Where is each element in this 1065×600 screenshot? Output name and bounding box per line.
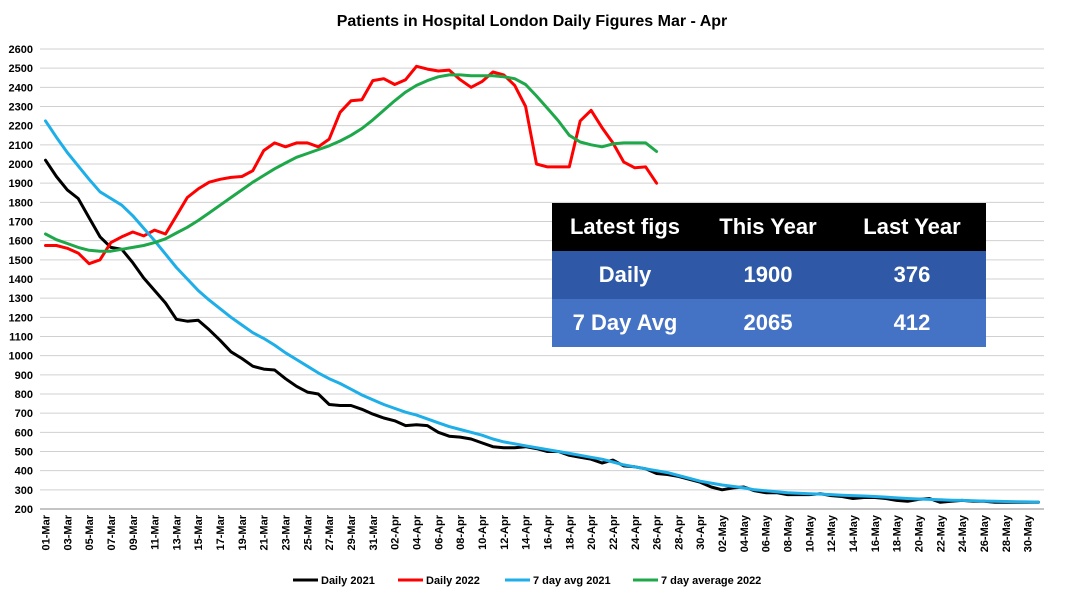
series-line-7-day-avg-2021: [44, 119, 1040, 504]
x-tick-label: 07-Mar: [106, 514, 118, 550]
chart-title: Patients in Hospital London Daily Figure…: [337, 13, 728, 30]
y-tick-label: 1900: [9, 178, 33, 190]
y-tick-label: 800: [15, 389, 33, 401]
x-tick-label: 09-Mar: [128, 514, 140, 550]
x-tick-label: 11-Mar: [150, 514, 162, 550]
row-label: 7 Day Avg: [552, 299, 698, 347]
header-this-year: This Year: [698, 203, 838, 251]
x-tick-label: 31-Mar: [368, 514, 380, 550]
x-tick-label: 28-May: [1001, 514, 1013, 552]
y-tick-label: 500: [15, 447, 33, 459]
y-tick-label: 1700: [9, 217, 33, 229]
x-tick-label: 26-Apr: [652, 514, 664, 550]
y-tick-label: 2100: [9, 140, 33, 152]
legend-label: 7 day avg 2021: [533, 575, 611, 587]
x-tick-label: 14-Apr: [521, 514, 533, 550]
y-tick-label: 2300: [9, 102, 33, 114]
x-tick-label: 20-Apr: [586, 514, 598, 550]
x-tick-label: 19-Mar: [237, 514, 249, 550]
x-tick-label: 04-Apr: [412, 514, 424, 550]
y-tick-label: 1800: [9, 197, 33, 209]
x-tick-label: 17-Mar: [215, 514, 227, 550]
x-tick-label: 08-Apr: [455, 514, 467, 550]
y-tick-label: 1300: [9, 293, 33, 305]
y-tick-label: 600: [15, 427, 33, 439]
y-tick-label: 900: [15, 370, 33, 382]
y-tick-label: 2400: [9, 82, 33, 94]
y-tick-label: 2600: [9, 44, 33, 56]
x-tick-label: 29-Mar: [346, 514, 358, 550]
legend: Daily 2021 Daily 2022 7 day avg 2021 7 day …: [293, 575, 761, 587]
y-tick-label: 1200: [9, 312, 33, 324]
series-line-7-day-average-2022: [44, 73, 659, 253]
this-year-value: 1900: [698, 251, 838, 299]
x-tick-label: 02-May: [717, 514, 729, 552]
x-tick-label: 28-Apr: [673, 514, 685, 550]
x-tick-label: 02-Apr: [390, 514, 402, 550]
y-tick-label: 1400: [9, 274, 33, 286]
x-tick-label: 18-May: [892, 514, 904, 552]
x-tick-label: 12-Apr: [499, 514, 511, 550]
table-row-daily: Daily 1900 376: [552, 251, 986, 299]
legend-label: Daily 2022: [426, 575, 480, 587]
x-tick-label: 23-Mar: [281, 514, 293, 550]
legend-label: 7 day average 2022: [661, 575, 761, 587]
x-tick-label: 05-Mar: [84, 514, 96, 550]
y-tick-label: 1500: [9, 255, 33, 267]
y-tick-label: 700: [15, 408, 33, 420]
x-tick-label: 12-May: [826, 514, 838, 552]
legend-item: Daily 2021: [293, 575, 375, 587]
table-header-row: Latest figs This Year Last Year: [552, 203, 986, 251]
x-tick-label: 10-Apr: [477, 514, 489, 550]
x-tick-label: 22-May: [935, 514, 947, 552]
table-row-7-day-avg: 7 Day Avg 2065 412: [552, 299, 986, 347]
x-tick-label: 20-May: [914, 514, 926, 552]
legend-item: Daily 2022: [398, 575, 480, 587]
last-year-value: 412: [838, 299, 986, 347]
series-lines: [44, 64, 1040, 504]
legend-item: 7 day avg 2021: [505, 575, 611, 587]
x-tick-label: 13-Mar: [171, 514, 183, 550]
x-tick-label: 30-Apr: [695, 514, 707, 550]
x-tick-label: 16-Apr: [542, 514, 554, 550]
x-tick-label: 24-Apr: [630, 514, 642, 550]
x-tick-label: 21-Mar: [259, 514, 271, 550]
x-tick-label: 10-May: [804, 514, 816, 552]
y-tick-label: 2200: [9, 121, 33, 133]
x-tick-label: 14-May: [848, 514, 860, 552]
y-tick-label: 1000: [9, 351, 33, 363]
latest-figures-table: Latest figs This Year Last Year Daily 19…: [552, 203, 986, 347]
y-tick-label: 200: [15, 504, 33, 516]
y-tick-label: 400: [15, 466, 33, 478]
x-tick-label: 25-Mar: [302, 514, 314, 550]
x-tick-label: 01-Mar: [40, 514, 52, 550]
row-label: Daily: [552, 251, 698, 299]
x-tick-label: 22-Apr: [608, 514, 620, 550]
y-tick-label: 300: [15, 485, 33, 497]
x-tick-label: 03-Mar: [62, 514, 74, 550]
x-tick-label: 08-May: [783, 514, 795, 552]
x-tick-label: 26-May: [979, 514, 991, 552]
x-tick-label: 27-Mar: [324, 514, 336, 550]
this-year-value: 2065: [698, 299, 838, 347]
x-tick-label: 18-Apr: [564, 514, 576, 550]
header-last-year: Last Year: [838, 203, 986, 251]
x-tick-label: 04-May: [739, 514, 751, 552]
y-tick-label: 2000: [9, 159, 33, 171]
x-tick-label: 15-Mar: [193, 514, 205, 550]
legend-label: Daily 2021: [321, 575, 375, 587]
legend-item: 7 day average 2022: [633, 575, 761, 587]
x-tick-label: 30-May: [1023, 514, 1035, 552]
x-tick-label: 24-May: [957, 514, 969, 552]
y-tick-label: 2500: [9, 63, 33, 75]
y-axis: 200 300 400 500 600 700 800 900 1000 1100 1200 1300…: [9, 44, 33, 516]
last-year-value: 376: [838, 251, 986, 299]
x-tick-label: 06-May: [761, 514, 773, 552]
x-axis: 01-Mar 03-Mar 05-Mar 07-Mar 09-Mar 11-Mar 13-M…: [40, 508, 1044, 552]
x-tick-label: 16-May: [870, 514, 882, 552]
header-latest-figs: Latest figs: [552, 203, 698, 251]
x-tick-label: 06-Apr: [433, 514, 445, 550]
y-tick-label: 1100: [9, 332, 33, 344]
y-tick-label: 1600: [9, 236, 33, 248]
